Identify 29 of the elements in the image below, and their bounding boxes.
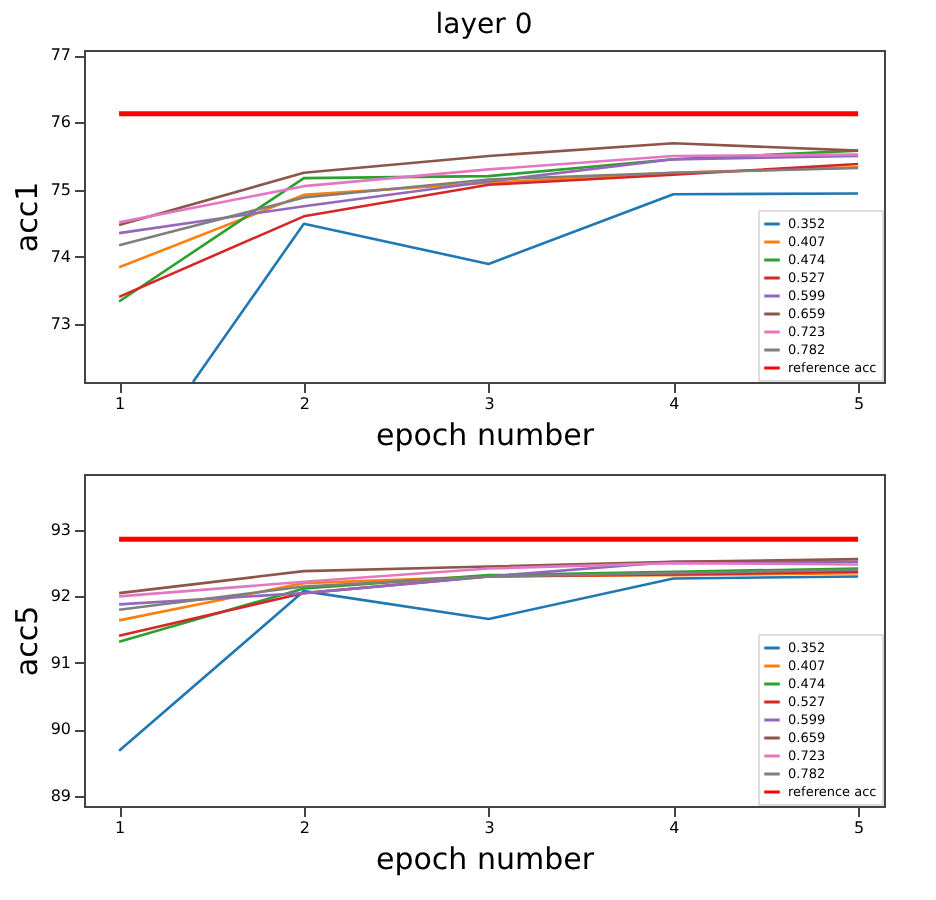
x-tick-label: 5 <box>854 819 865 837</box>
line-series <box>117 575 860 753</box>
line-series <box>117 141 860 227</box>
y-axis-title: acc5 <box>8 605 45 677</box>
y-tick-label: 91 <box>50 653 71 672</box>
y-axis-title: acc1 <box>8 181 45 253</box>
y-tick-label: 75 <box>50 180 71 199</box>
line-series <box>117 568 860 612</box>
x-tick-label: 1 <box>115 395 126 413</box>
y-tick-label: 93 <box>50 520 71 539</box>
x-tick-label: 4 <box>669 395 680 413</box>
x-tick-label: 5 <box>854 395 865 413</box>
x-tick-label: 1 <box>115 819 126 837</box>
y-tick-label: 89 <box>50 787 71 806</box>
y-tick-label: 73 <box>50 314 71 333</box>
y-tick-label: 90 <box>50 720 71 739</box>
x-tick-label: 3 <box>484 395 495 413</box>
line-series <box>117 166 860 247</box>
x-tick-label: 2 <box>299 819 310 837</box>
chart-title: layer 0 <box>435 9 533 42</box>
y-tick-label: 92 <box>50 587 71 606</box>
x-axis-title: epoch number <box>376 841 596 877</box>
x-tick-label: 2 <box>299 395 310 413</box>
x-tick-label: 4 <box>669 819 680 837</box>
y-tick-label: 77 <box>50 46 71 65</box>
y-tick-label: 74 <box>50 247 71 266</box>
y-tick-label: 76 <box>50 113 71 132</box>
x-tick-label: 3 <box>484 819 495 837</box>
x-axis-title: epoch number <box>376 417 596 453</box>
